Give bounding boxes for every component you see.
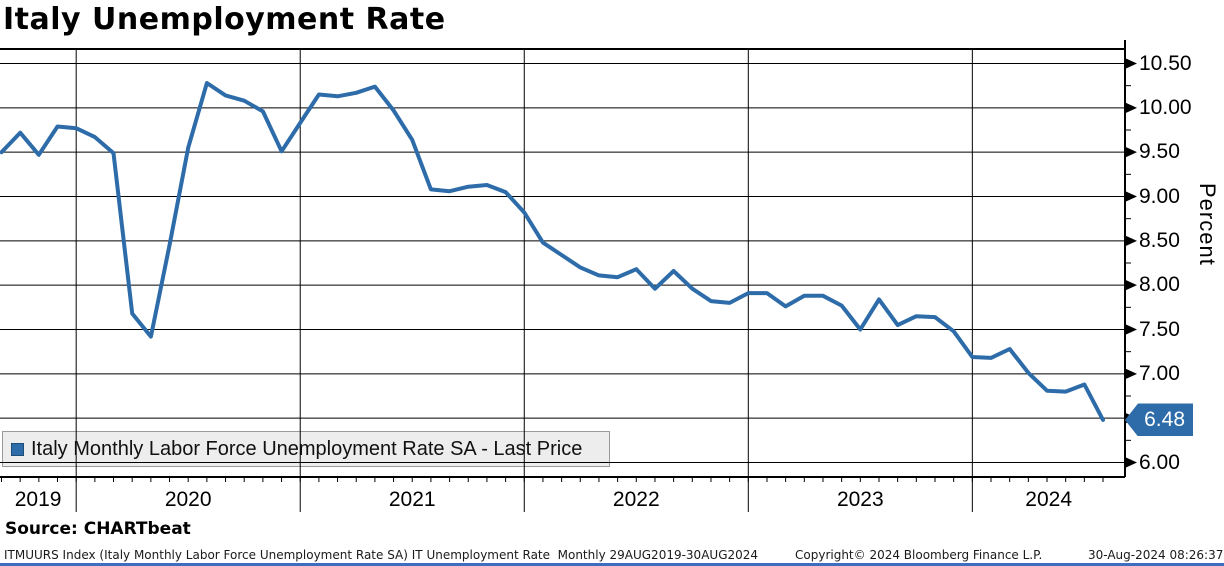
- source-line: Source: CHARTbeat: [5, 519, 191, 539]
- legend-box: [2, 431, 610, 467]
- legend-swatch-icon: [11, 442, 24, 456]
- footer-datetime: 30-Aug-2024 08:26:37: [1088, 548, 1224, 562]
- x-year-label: 2021: [388, 488, 436, 511]
- y-tick-arrow-icon: [1126, 147, 1137, 158]
- footer-index-description: ITMUURS Index (Italy Monthly Labor Force…: [4, 548, 759, 562]
- y-tick-label: 6.00: [1139, 450, 1180, 474]
- footer-copyright: Copyright© 2024 Bloomberg Finance L.P.: [795, 548, 1043, 562]
- y-tick-arrow-icon: [1126, 235, 1137, 246]
- y-tick-label: 8.50: [1139, 228, 1180, 252]
- y-tick-arrow-icon: [1126, 58, 1137, 69]
- x-year-label: 2023: [836, 488, 884, 511]
- y-tick-label: 7.50: [1139, 317, 1180, 341]
- y-tick-arrow-icon: [1126, 102, 1137, 113]
- y-axis-title: Percent: [1195, 183, 1220, 266]
- y-tick-label: 9.00: [1139, 184, 1180, 208]
- window-bottom-bar: [0, 563, 1224, 566]
- x-year-label: 2024: [1025, 488, 1073, 511]
- last-price-tag: 6.48: [1125, 403, 1193, 437]
- y-tick-arrow-icon: [1126, 191, 1137, 202]
- y-tick-arrow-icon: [1126, 457, 1137, 468]
- chart-title: Italy Unemployment Rate: [3, 2, 446, 37]
- unemployment-line-series: [0, 81, 1105, 422]
- legend: Italy Monthly Labor Force Unemployment R…: [2, 431, 610, 467]
- legend-label: Italy Monthly Labor Force Unemployment R…: [31, 437, 583, 460]
- y-tick-label: 8.00: [1139, 273, 1180, 297]
- y-tick-label: 10.00: [1139, 95, 1192, 119]
- x-year-label: 2022: [612, 488, 660, 511]
- y-tick-arrow-icon: [1126, 324, 1137, 335]
- x-year-label: 2019: [14, 488, 62, 511]
- y-tick-label: 7.00: [1139, 361, 1180, 385]
- y-tick-label: 9.50: [1139, 140, 1180, 164]
- x-year-label: 2020: [164, 488, 212, 511]
- y-tick-arrow-icon: [1126, 280, 1137, 291]
- y-tick-arrow-icon: [1126, 368, 1137, 379]
- y-tick-label: 10.50: [1139, 51, 1192, 75]
